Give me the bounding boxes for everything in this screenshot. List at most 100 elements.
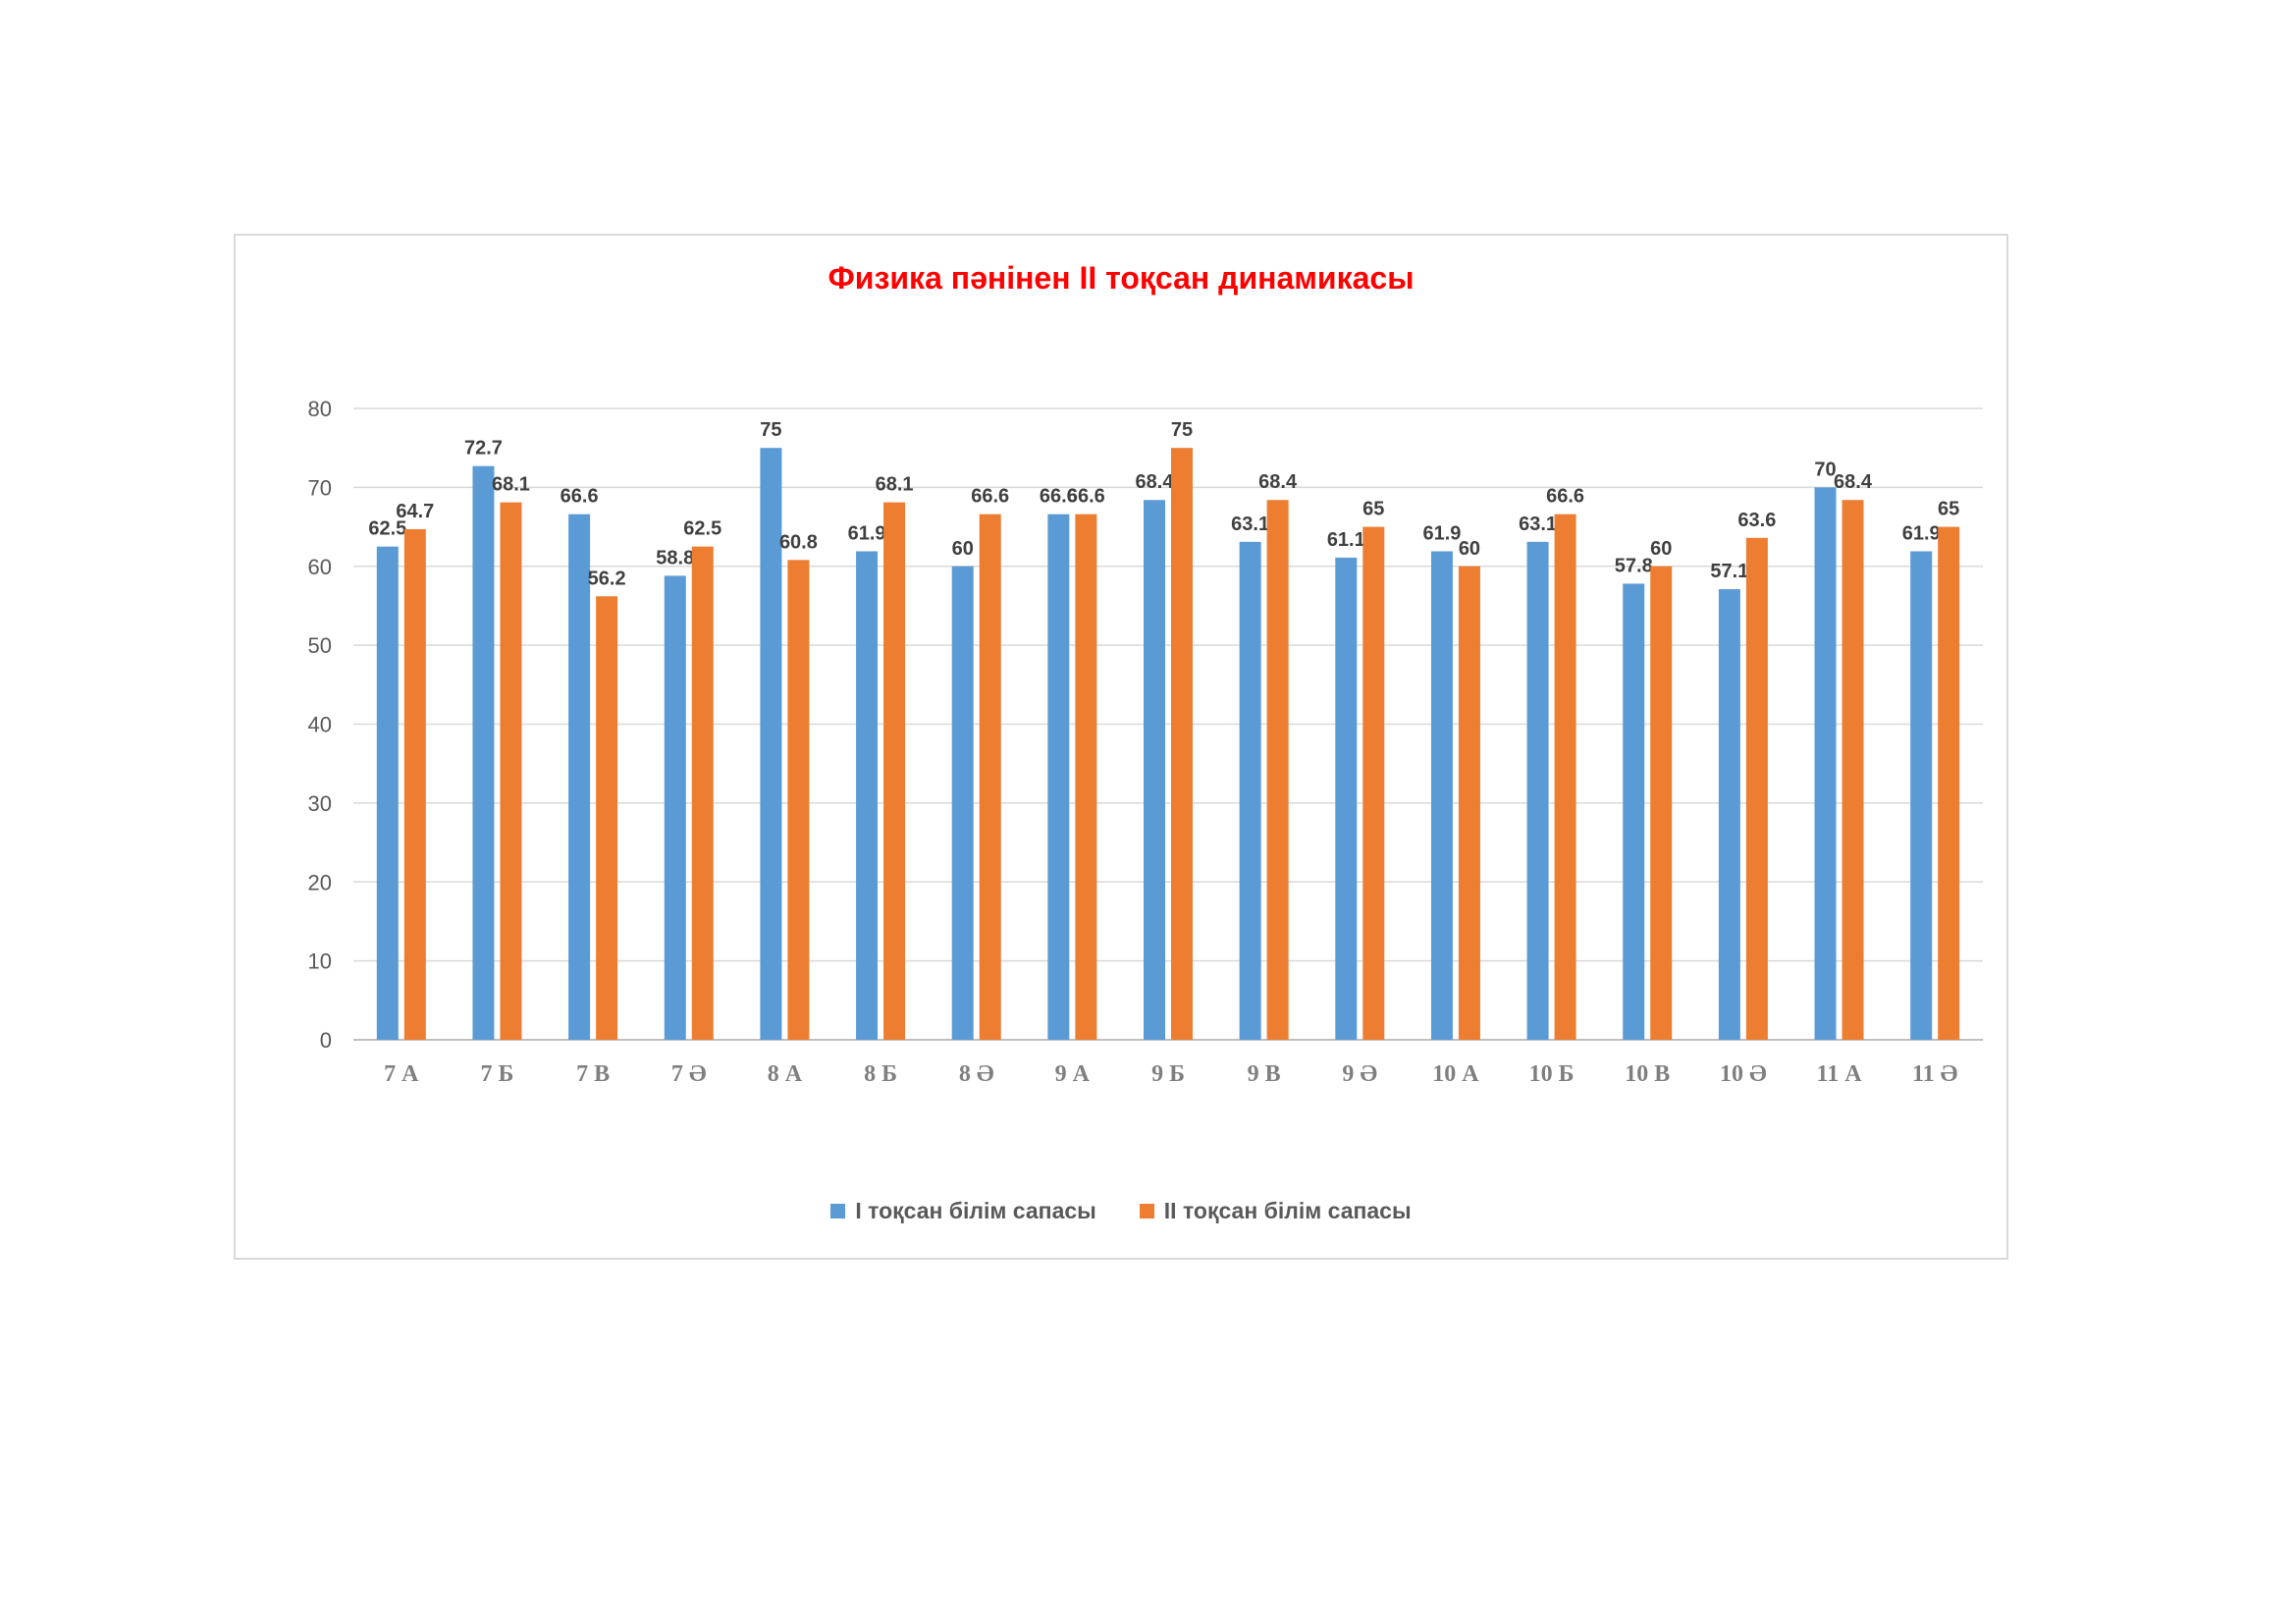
bar-series-2 xyxy=(500,502,522,1040)
data-label-series-2: 60 xyxy=(1459,538,1480,560)
bar-series-1 xyxy=(1623,583,1645,1040)
y-tick-label: 20 xyxy=(308,870,332,894)
data-label-series-2: 56.2 xyxy=(588,568,626,589)
data-label-series-2: 66.6 xyxy=(1067,486,1105,508)
x-tick-label: 10 Ә xyxy=(1720,1061,1767,1087)
data-label-series-1: 62.5 xyxy=(368,518,406,540)
data-label-series-1: 63.1 xyxy=(1519,514,1557,535)
x-tick-label: 9 Б xyxy=(1151,1061,1185,1087)
bar-series-1 xyxy=(472,465,495,1040)
data-label-series-2: 60.8 xyxy=(779,531,818,553)
bar-series-2 xyxy=(1075,514,1097,1040)
bar-series-2 xyxy=(1362,526,1385,1040)
data-label-series-1: 61.9 xyxy=(1422,522,1461,544)
chart-title: Физика пәнінен ІІ тоқсан динамикасы xyxy=(828,260,1415,296)
y-tick-label: 50 xyxy=(308,633,332,658)
data-label-series-2: 65 xyxy=(1938,499,1959,520)
bar-series-2 xyxy=(1554,514,1576,1040)
bar-series-1 xyxy=(376,546,399,1040)
y-tick-label: 0 xyxy=(320,1028,332,1053)
x-tick-label: 9 А xyxy=(1055,1061,1091,1087)
bar-series-2 xyxy=(1458,566,1480,1040)
bar-series-1 xyxy=(1910,551,1933,1040)
bar-series-1 xyxy=(1047,514,1070,1040)
y-tick-label: 10 xyxy=(308,949,332,974)
bar-series-2 xyxy=(979,514,1001,1040)
legend-label-series-2: ІІ тоқсан білім сапасы xyxy=(1163,1198,1412,1223)
data-label-series-1: 60 xyxy=(952,538,974,560)
y-tick-label: 70 xyxy=(308,475,332,500)
x-tick-label: 9 В xyxy=(1248,1061,1281,1087)
data-label-series-1: 75 xyxy=(760,419,781,441)
bar-series-1 xyxy=(1526,541,1549,1040)
data-label-series-1: 57.1 xyxy=(1710,561,1748,582)
x-tick-label: 8 Ә xyxy=(959,1061,994,1087)
x-tick-label: 7 В xyxy=(576,1061,610,1087)
data-label-series-2: 64.7 xyxy=(396,501,434,522)
x-tick-label: 7 А xyxy=(384,1061,419,1087)
bar-series-1 xyxy=(1814,487,1837,1040)
bar-series-1 xyxy=(1144,500,1165,1040)
data-label-series-1: 70 xyxy=(1814,459,1836,480)
bar-series-1 xyxy=(1718,589,1740,1040)
legend-swatch-series-2 xyxy=(1139,1204,1154,1218)
y-tick-label: 60 xyxy=(308,555,332,579)
x-tick-label: 10 Б xyxy=(1529,1061,1575,1087)
legend-item-series-2: ІІ тоқсан білім сапасы xyxy=(1139,1198,1412,1224)
bar-series-2 xyxy=(1842,500,1864,1040)
bar-series-2 xyxy=(787,560,810,1040)
bar-series-1 xyxy=(760,448,782,1040)
data-label-series-1: 61.1 xyxy=(1327,529,1365,551)
data-label-series-2: 68.4 xyxy=(1834,471,1873,493)
data-label-series-2: 63.6 xyxy=(1737,510,1776,531)
data-label-series-1: 57.8 xyxy=(1615,555,1653,576)
bar-series-1 xyxy=(856,551,879,1040)
bar-series-2 xyxy=(1938,526,1960,1040)
bar-series-1 xyxy=(664,575,686,1040)
data-label-series-1: 66.6 xyxy=(561,486,599,508)
data-label-series-2: 68.1 xyxy=(492,474,530,496)
bar-series-1 xyxy=(568,514,591,1040)
data-label-series-2: 65 xyxy=(1362,499,1384,520)
data-label-series-2: 62.5 xyxy=(683,518,721,540)
bar-series-2 xyxy=(883,502,906,1040)
chart-frame: Физика пәнінен ІІ тоқсан динамикасы 0 10 2… xyxy=(234,234,2008,1260)
data-label-series-1: 61.9 xyxy=(1902,522,1941,544)
x-tick-label: 8 А xyxy=(768,1061,803,1087)
legend: І тоқсан білім сапасы ІІ тоқсан білім са… xyxy=(236,1198,2006,1224)
data-label-series-2: 68.4 xyxy=(1258,471,1298,493)
bar-series-1 xyxy=(1430,551,1453,1040)
bar-series-2 xyxy=(691,546,714,1040)
y-tick-label: 30 xyxy=(308,791,332,816)
legend-label-series-1: І тоқсан білім сапасы xyxy=(855,1198,1096,1223)
bar-series-2 xyxy=(1171,448,1193,1040)
bar-series-1 xyxy=(951,566,974,1040)
y-tick-label: 40 xyxy=(308,713,332,737)
data-label-series-1: 66.6 xyxy=(1040,486,1078,508)
x-tick-label: 10 В xyxy=(1625,1061,1670,1087)
data-label-series-1: 63.1 xyxy=(1231,514,1269,535)
data-label-series-2: 68.1 xyxy=(876,474,914,496)
data-label-series-2: 66.6 xyxy=(1546,486,1584,508)
x-tick-label: 11 А xyxy=(1817,1061,1863,1087)
x-tick-label: 10 А xyxy=(1432,1061,1479,1087)
bar-series-2 xyxy=(1650,566,1673,1040)
legend-item-series-1: І тоқсан білім сапасы xyxy=(830,1198,1096,1224)
bar-series-1 xyxy=(1239,541,1261,1040)
x-tick-label: 7 Б xyxy=(481,1061,514,1087)
data-label-series-2: 66.6 xyxy=(971,486,1009,508)
x-tick-label: 7 Ә xyxy=(671,1061,707,1087)
data-label-series-2: 60 xyxy=(1650,538,1672,560)
data-label-series-1: 58.8 xyxy=(656,547,694,568)
legend-swatch-series-1 xyxy=(830,1204,846,1218)
bar-series-2 xyxy=(403,528,426,1040)
data-label-series-1: 72.7 xyxy=(464,438,503,460)
bar-series-2 xyxy=(1745,537,1768,1040)
y-tick-label: 80 xyxy=(308,397,332,421)
x-tick-label: 11 Ә xyxy=(1912,1061,1958,1087)
data-label-series-1: 68.4 xyxy=(1136,471,1175,493)
data-label-series-1: 61.9 xyxy=(848,522,886,544)
x-tick-label: 9 Ә xyxy=(1342,1061,1377,1087)
bar-series-2 xyxy=(596,596,618,1040)
